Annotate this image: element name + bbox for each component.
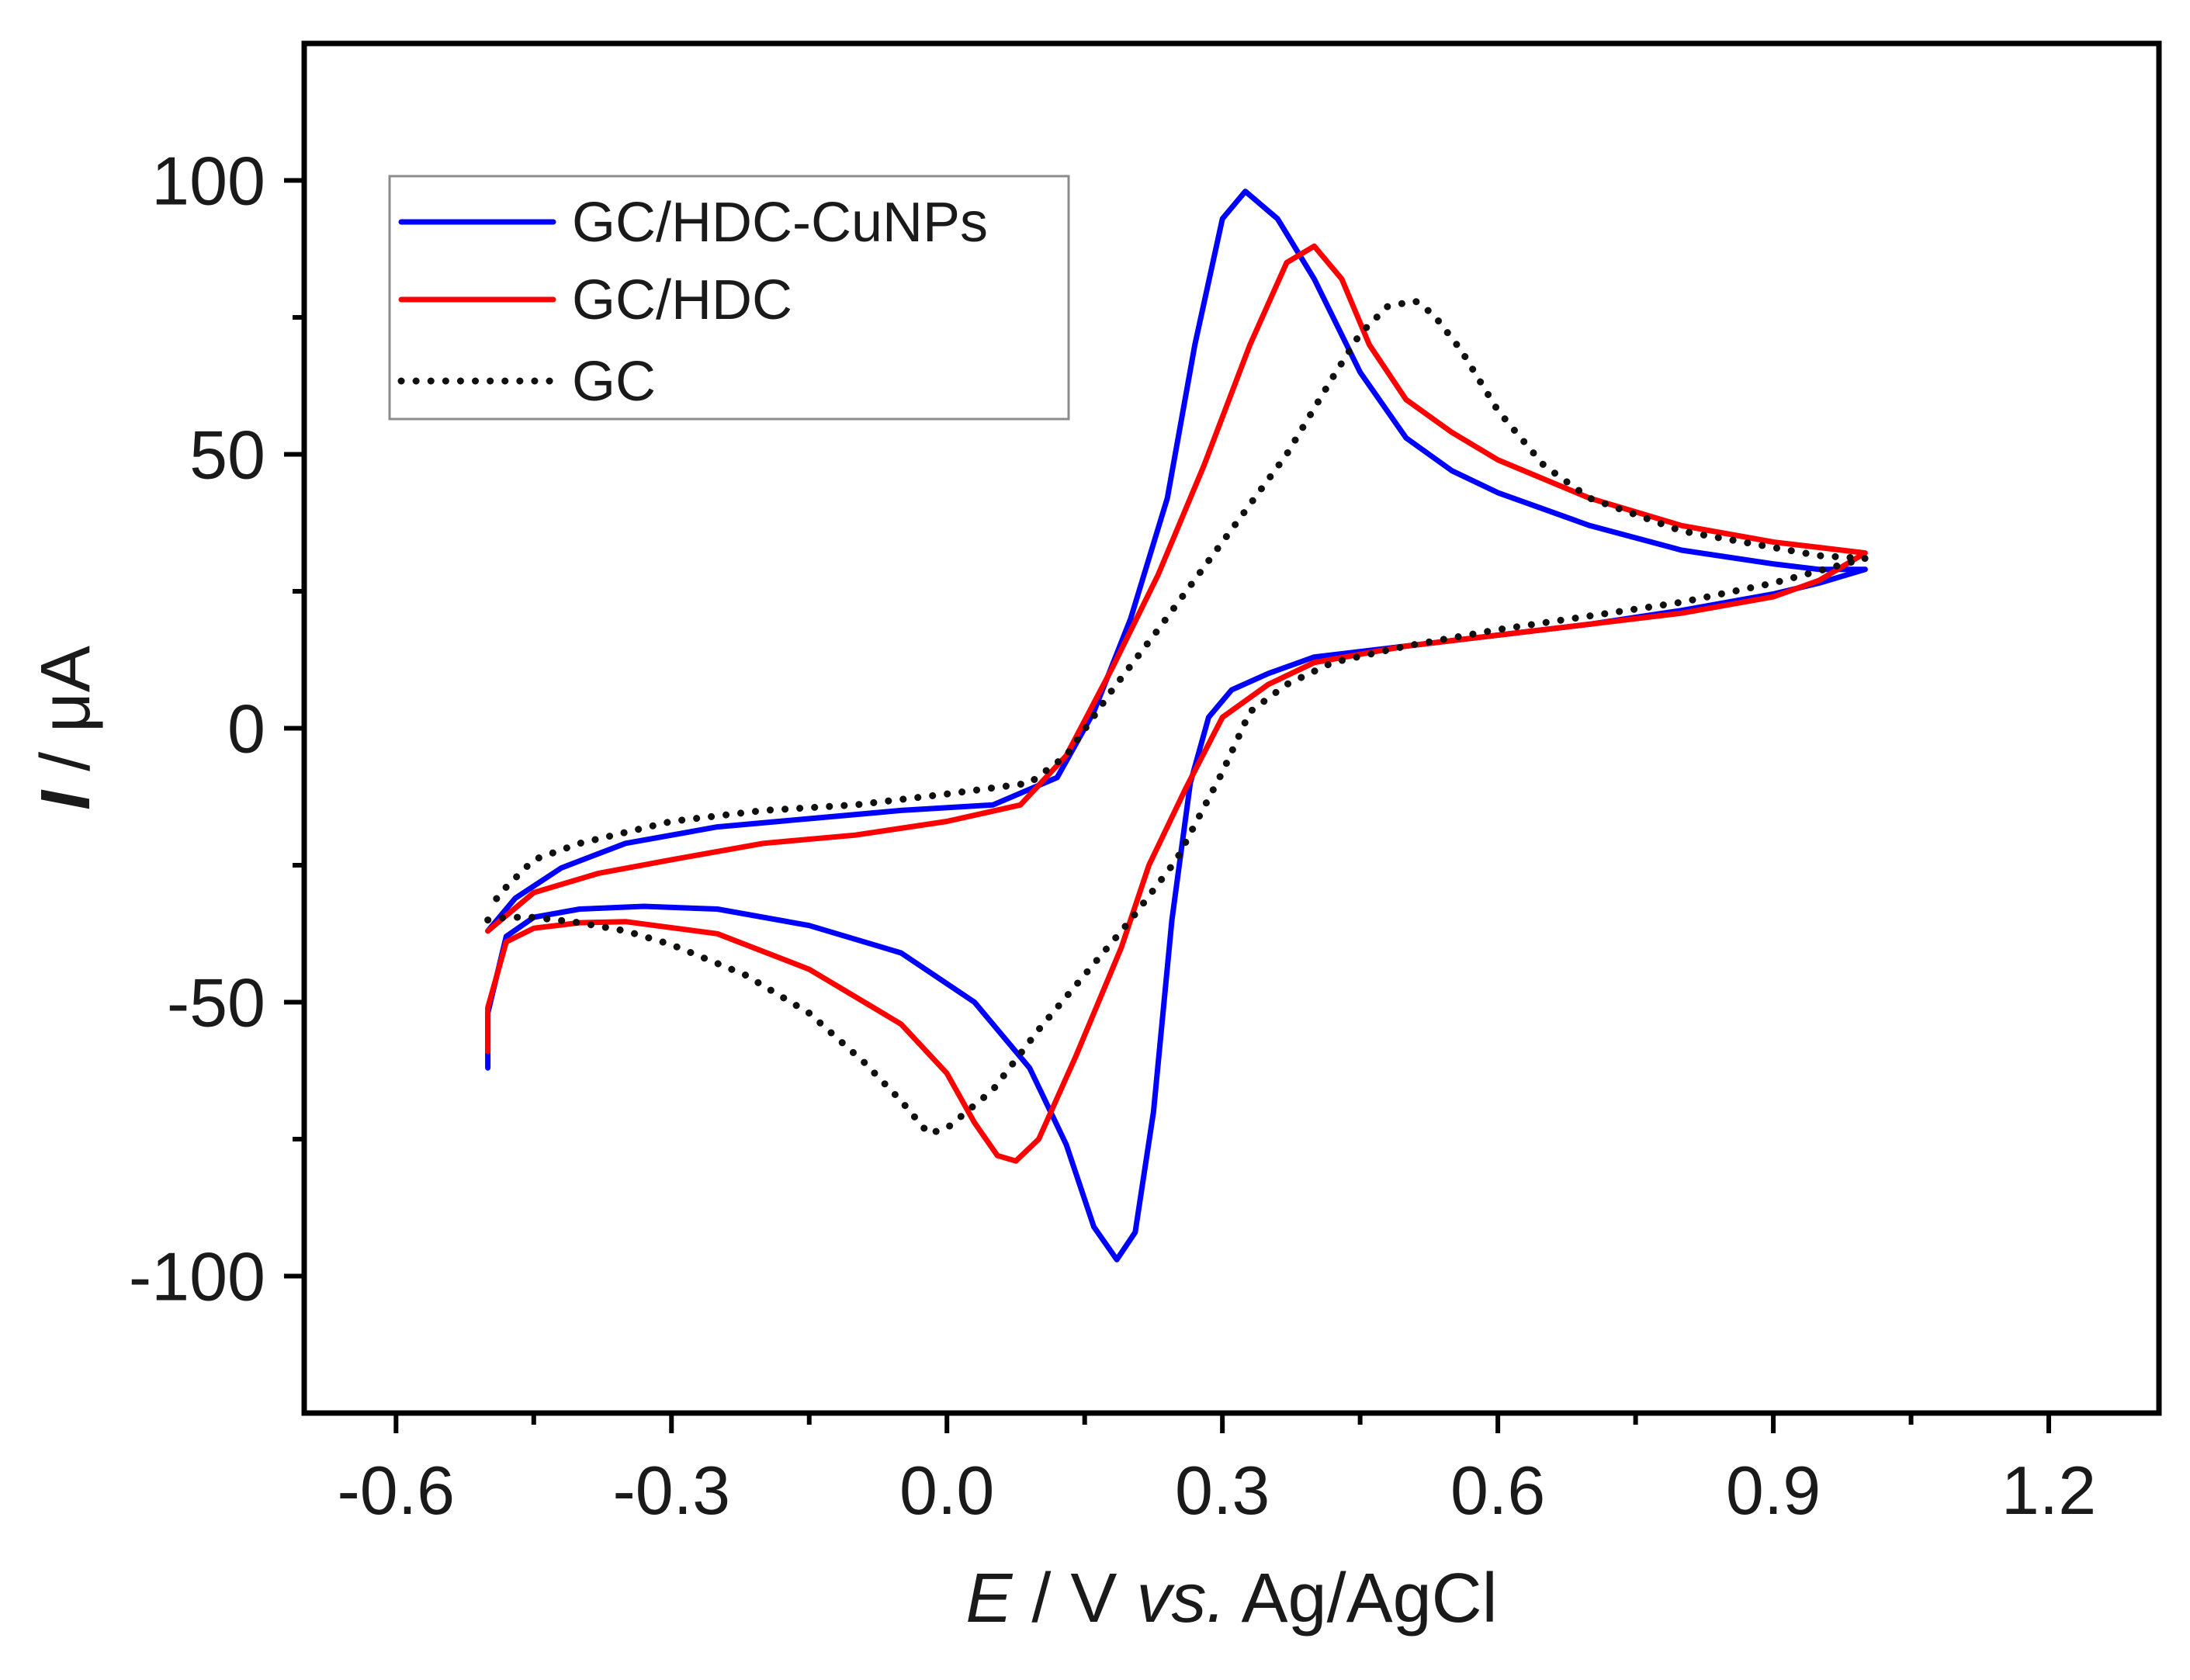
legend-label-gc-hdc: GC/HDC xyxy=(572,269,792,331)
x-axis-unit: / V xyxy=(1012,1560,1136,1637)
series-layer xyxy=(484,189,1869,1263)
x-tick-label: -0.3 xyxy=(612,1452,730,1529)
y-tick-label: -100 xyxy=(129,1238,265,1315)
series-line-gc xyxy=(484,297,1869,1138)
x-tick-label: 0.6 xyxy=(1450,1452,1545,1529)
y-tick-label: 0 xyxy=(227,691,265,767)
series-line-gc-hdc xyxy=(485,243,1868,1164)
x-tick-label: 0.3 xyxy=(1175,1452,1270,1529)
legend: GC/HDC-CuNPs GC/HDC GC xyxy=(388,175,1070,421)
legend-label-gc-hdc-cunps: GC/HDC-CuNPs xyxy=(572,192,988,254)
legend-label-gc: GC xyxy=(572,351,656,413)
x-axis-reference-vs: vs. xyxy=(1136,1560,1225,1637)
x-tick-label: 1.2 xyxy=(2001,1452,2096,1529)
x-axis-variable: E xyxy=(965,1560,1013,1637)
y-tick-label: 100 xyxy=(151,143,265,220)
x-axis-reference: Ag/AgCl xyxy=(1225,1560,1497,1637)
y-axis-variable: I xyxy=(27,789,105,810)
x-axis-title: E / V vs. Ag/AgCl xyxy=(965,1560,1497,1637)
y-tick-label: -50 xyxy=(167,965,265,1041)
y-axis-unit: / μA xyxy=(27,646,105,791)
y-tick-label: 50 xyxy=(189,417,265,494)
x-tick-label: 0.0 xyxy=(899,1452,994,1529)
y-axis-title: I / μA xyxy=(27,646,105,810)
x-tick-label: 0.9 xyxy=(1726,1452,1821,1529)
x-tick-label: -0.6 xyxy=(337,1452,455,1529)
tick-label-layer: -0.6 -0.3 0.0 0.3 0.6 0.9 1.2 -100 -50 0 50 100 xyxy=(129,143,2096,1529)
tick-layer xyxy=(284,178,2052,1433)
